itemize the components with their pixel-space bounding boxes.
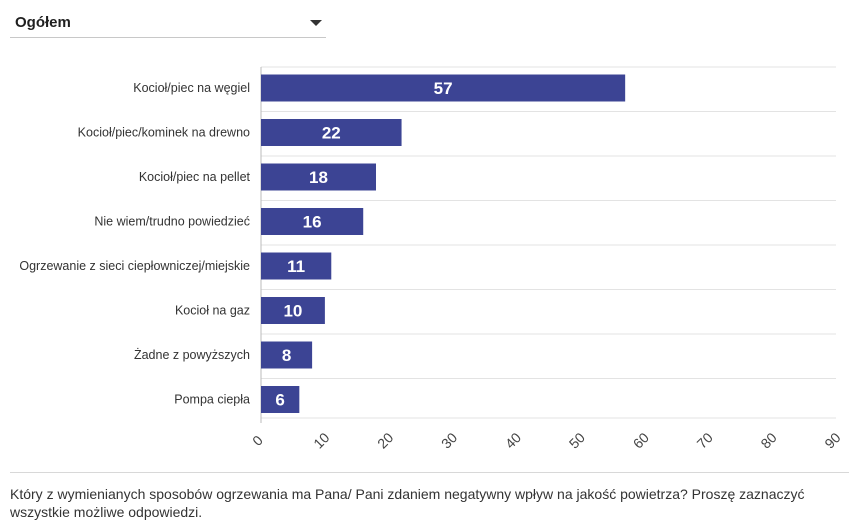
category-label: Kocioł/piec na węgiel	[133, 81, 250, 95]
segment-dropdown[interactable]: Ogółem	[10, 8, 326, 38]
bar	[261, 297, 325, 324]
data-label: 6	[275, 391, 284, 410]
bar	[261, 386, 300, 413]
data-label: 10	[283, 302, 302, 321]
bar	[261, 208, 364, 235]
category-label: Pompa ciepła	[174, 393, 250, 407]
x-tick-label: 60	[630, 429, 652, 451]
data-label: 57	[434, 79, 453, 98]
x-tick-label: 70	[694, 429, 716, 451]
data-label: 8	[282, 346, 291, 365]
category-label: Nie wiem/trudno powiedzieć	[94, 215, 250, 229]
x-tick-label: 90	[821, 429, 843, 451]
bar	[261, 119, 402, 146]
bar	[261, 341, 313, 369]
bar	[261, 252, 332, 280]
question-caption: Który z wymienianych sposobów ogrzewania…	[10, 486, 805, 520]
category-label: Ogrzewanie z sieci ciepłowniczej/miejski…	[19, 259, 250, 273]
data-label: 18	[309, 168, 328, 187]
category-label: Kocioł na gaz	[175, 304, 250, 318]
bar-chart: 57 Kocioł/piec na węgiel 22 Kocioł/piec/kom…	[19, 66, 844, 452]
category-label: Kocioł/piec/kominek na drewno	[78, 126, 250, 140]
bar	[261, 74, 626, 102]
x-tick-label: 10	[310, 429, 332, 451]
bar	[261, 163, 376, 191]
x-tick-label: 80	[757, 429, 779, 451]
chevron-down-icon	[310, 20, 322, 26]
x-tick-label: 20	[374, 429, 396, 451]
category-label: Żadne z powyższych	[134, 348, 250, 362]
data-label: 16	[303, 213, 322, 232]
segment-dropdown-value: Ogółem	[15, 14, 71, 31]
x-tick-label: 50	[566, 429, 588, 451]
x-tick-label: 40	[502, 429, 524, 451]
divider	[10, 472, 849, 473]
x-tick-label: 0	[249, 432, 266, 449]
category-label: Kocioł/piec na pellet	[139, 170, 251, 184]
x-tick-label: 30	[438, 429, 460, 451]
data-label: 11	[287, 257, 305, 276]
data-label: 22	[322, 124, 341, 143]
